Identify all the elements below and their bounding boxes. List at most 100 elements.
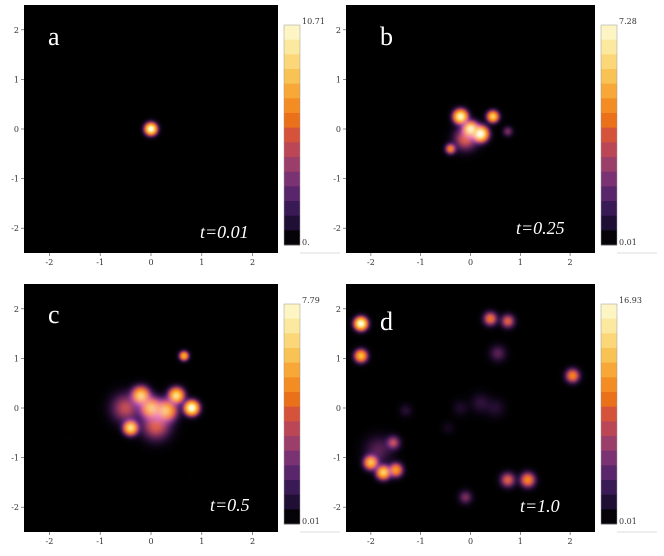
colorbar-frame: [283, 303, 301, 525]
colorbar-swatch: [284, 465, 300, 481]
colorbar-swatch: [284, 230, 300, 246]
density-peak: [171, 343, 197, 369]
colorbar-swatch: [284, 494, 300, 510]
panel-b: b t=0.25 -2 -1 0 1 2 -2 -1 0 1 2 7.28 0.01: [333, 5, 657, 267]
density-peak: [346, 307, 378, 341]
colorbar-swatch: [284, 421, 300, 437]
density-peak: [346, 412, 416, 488]
y-tick-label: -1: [11, 175, 19, 184]
x-tick-label: 1: [199, 537, 204, 546]
x-tick-label: -2: [46, 537, 54, 546]
colorbar-swatch: [284, 69, 300, 85]
colorbar-frame: [283, 24, 301, 246]
colorbar-swatch: [284, 333, 300, 349]
y-tick-label: 1: [336, 75, 341, 84]
colorbar-swatch: [601, 25, 617, 41]
x-tick-label: 2: [250, 258, 255, 267]
y-tick-label: 2: [336, 26, 341, 35]
time-label-c: t=0.5: [210, 495, 250, 515]
y-tick-label: 0: [336, 125, 341, 134]
panel-c: c t=0.5 -2 -1 0 1 2 -2 -1 0 1 2 7.79 0.01: [11, 284, 340, 546]
y-tick-label: -2: [333, 503, 341, 512]
y-tick-label: -1: [333, 175, 341, 184]
colorbar-max-label: 10.71: [302, 17, 325, 26]
colorbar-swatch: [601, 39, 617, 55]
y-tick-label: 1: [336, 354, 341, 363]
density-peak: [508, 460, 548, 500]
colorbar-swatch: [601, 450, 617, 466]
colorbar-swatch: [601, 83, 617, 99]
colorbar-swatch: [601, 98, 617, 114]
y-tick-label: -2: [11, 503, 19, 512]
x-tick-label: -1: [96, 537, 104, 546]
x-tick-label: 0: [468, 258, 473, 267]
y-tick-label: -1: [11, 454, 19, 463]
colorbar-swatch: [601, 377, 617, 393]
colorbar-swatch: [284, 392, 300, 408]
colorbar-swatch: [284, 318, 300, 334]
colorbar-swatch: [601, 509, 617, 525]
colorbar-swatch: [284, 157, 300, 173]
x-tick-label: 2: [568, 258, 573, 267]
panel-label-c: c: [48, 300, 60, 329]
colorbar-swatch: [601, 318, 617, 334]
x-tick-label: 0: [148, 537, 153, 546]
density-peak: [494, 118, 522, 145]
colorbar-swatch: [601, 465, 617, 481]
colorbar-frame: [600, 303, 618, 525]
colorbar-swatch: [601, 348, 617, 364]
density-peak: [57, 425, 82, 450]
y-tick-label: 0: [14, 404, 19, 413]
x-tick-label: -1: [417, 537, 425, 546]
y-tick-label: 2: [14, 305, 19, 314]
time-label-b: t=0.25: [516, 218, 565, 238]
density-peak: [435, 109, 496, 169]
colorbar-swatch: [284, 201, 300, 217]
colorbar-swatch: [284, 127, 300, 143]
colorbar-swatch: [284, 113, 300, 129]
y-tick-label: 0: [336, 404, 341, 413]
colorbar-swatch: [601, 54, 617, 70]
colorbar-swatch: [601, 113, 617, 129]
y-tick-label: -1: [333, 454, 341, 463]
density-peak: [475, 331, 521, 376]
density-peak: [489, 303, 526, 340]
colorbar-max-label: 16.93: [619, 296, 642, 305]
colorbar-swatch: [601, 362, 617, 378]
density-peak: [179, 465, 204, 490]
colorbar-swatch: [284, 436, 300, 452]
colorbar-swatch: [284, 25, 300, 41]
colorbar-swatch: [601, 157, 617, 173]
colorbar-swatch: [601, 480, 617, 496]
x-tick-label: 2: [568, 537, 573, 546]
colorbar-swatch: [601, 436, 617, 452]
colorbar-min-label: 0.01: [619, 517, 637, 526]
x-tick-label: -2: [367, 537, 375, 546]
colorbar-swatch: [284, 186, 300, 202]
density-peak: [346, 339, 378, 373]
colorbar-swatch: [284, 39, 300, 55]
colorbar-swatch: [284, 480, 300, 496]
colorbar-swatch: [601, 230, 617, 246]
x-tick-label: -2: [367, 258, 375, 267]
x-tick-label: 0: [148, 258, 153, 267]
colorbar-swatch: [601, 392, 617, 408]
colorbar-swatch: [284, 83, 300, 99]
colorbar-max-label: 7.28: [619, 17, 637, 26]
y-tick-label: 0: [14, 125, 19, 134]
colorbar-swatch: [601, 333, 617, 349]
colorbar-swatch: [601, 215, 617, 231]
colorbar-swatch: [601, 201, 617, 217]
panel-label-a: a: [48, 22, 60, 51]
colorbar-swatch: [284, 509, 300, 525]
colorbar-swatch: [284, 406, 300, 422]
colorbar-swatch: [284, 450, 300, 466]
y-tick-label: 1: [14, 354, 19, 363]
x-tick-label: 1: [199, 258, 204, 267]
colorbar-swatch: [601, 127, 617, 143]
density-peak: [117, 387, 195, 464]
colorbar-swatch: [601, 304, 617, 320]
y-tick-label: 1: [14, 75, 19, 84]
panel-a: a t=0.01 -2 -1 0 1 2 -2 -1 0 1 2 10.71 0.: [11, 5, 340, 267]
